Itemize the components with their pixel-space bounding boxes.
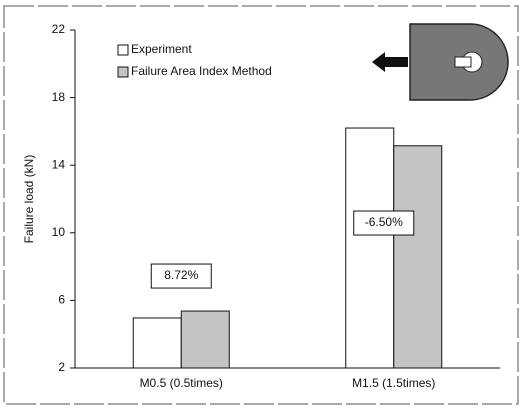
annotation-box bbox=[353, 210, 415, 236]
y-tick-label: 10 bbox=[52, 225, 66, 239]
legend-swatch bbox=[117, 66, 129, 78]
bar bbox=[345, 127, 395, 369]
legend-swatch bbox=[117, 44, 129, 56]
y-tick-label: 14 bbox=[52, 157, 66, 171]
y-tick-label: 6 bbox=[58, 293, 65, 307]
y-tick-label: 2 bbox=[58, 360, 65, 374]
annotation-box bbox=[150, 263, 212, 289]
annotation: -6.50% bbox=[365, 215, 403, 229]
x-tick-label: M1.5 (1.5times) bbox=[352, 376, 435, 390]
bar bbox=[393, 145, 443, 369]
bar bbox=[132, 317, 182, 369]
icon bbox=[372, 23, 509, 101]
legend-label: Experiment bbox=[131, 42, 192, 56]
frame bbox=[3, 5, 519, 405]
annotation: 8.72% bbox=[164, 268, 198, 282]
x-tick-label: M0.5 (0.5times) bbox=[140, 376, 223, 390]
y-axis-label: Failure load (kN) bbox=[22, 155, 36, 244]
y-tick-label: 18 bbox=[52, 90, 66, 104]
bar bbox=[180, 310, 230, 369]
legend-label: Failure Area Index Method bbox=[131, 64, 272, 78]
y-tick-label: 22 bbox=[52, 22, 66, 36]
